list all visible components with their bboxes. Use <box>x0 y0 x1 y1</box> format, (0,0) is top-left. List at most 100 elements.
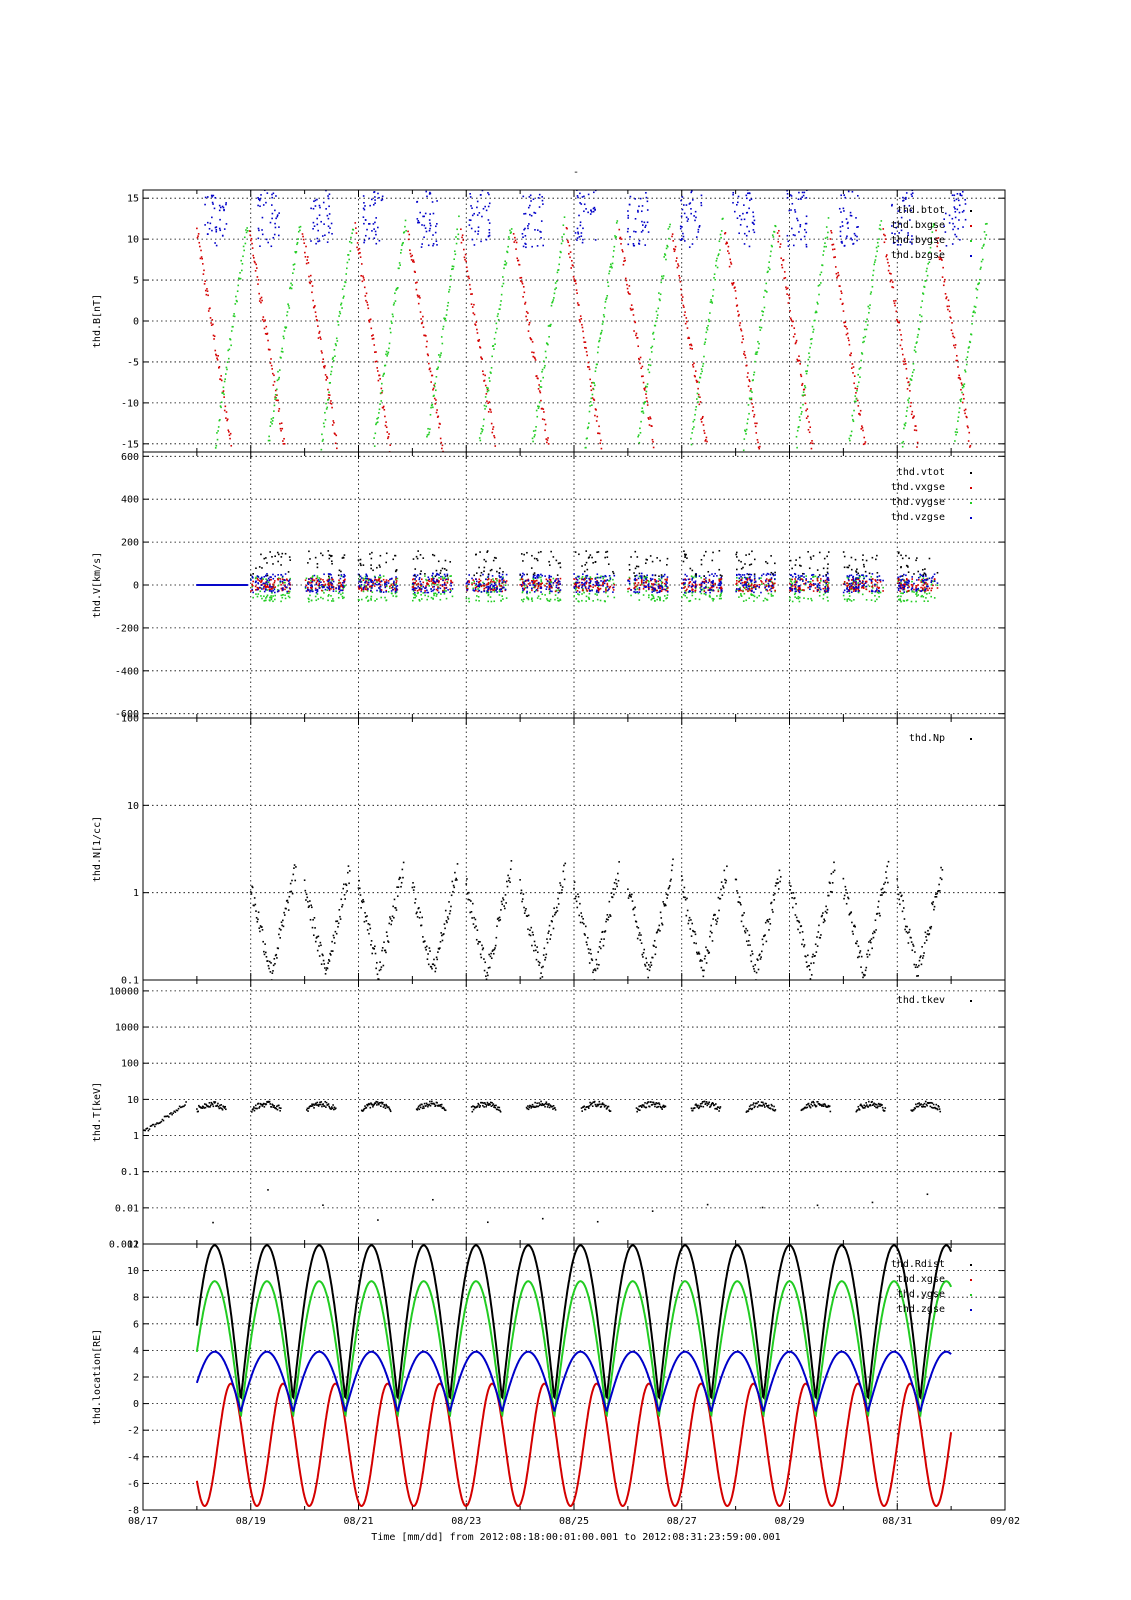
series-bz-point <box>375 233 377 236</box>
series-vx-point <box>770 585 773 588</box>
series-vy-point <box>559 599 562 601</box>
series-bx-point <box>673 250 676 253</box>
series-by-point <box>286 314 288 317</box>
series-by-point <box>438 360 441 363</box>
series-by-point <box>341 288 344 291</box>
series-bz-point <box>541 199 544 202</box>
series-vy-point <box>922 595 925 598</box>
series-vz-point <box>360 583 363 586</box>
series-bz-point <box>204 224 206 226</box>
series-vz-point <box>536 575 538 578</box>
series-by-point <box>960 398 963 400</box>
series-by-point <box>226 368 228 371</box>
series-vy-point <box>532 578 535 581</box>
series-bz-point <box>576 237 579 239</box>
series-vz-point <box>277 589 280 592</box>
series-bz-point <box>369 204 371 207</box>
series-bx-point <box>578 319 581 321</box>
series-bx-point <box>954 344 957 346</box>
series-vy-point <box>924 582 927 585</box>
series-by-point <box>293 263 296 265</box>
series-bz-point <box>732 193 734 196</box>
series-vx-point <box>536 589 539 592</box>
series-bx-point <box>421 321 424 324</box>
series-bz-point <box>208 227 211 230</box>
series-bx-point <box>229 432 232 435</box>
series-vx-point <box>922 588 924 591</box>
series-vx-point <box>707 589 710 592</box>
series-vy-point <box>337 592 340 595</box>
series-vx-point <box>432 581 434 584</box>
series-bx-point <box>376 370 379 372</box>
series-by-point <box>984 223 987 225</box>
series-bz-point <box>955 198 958 201</box>
series-vy-point <box>495 582 497 584</box>
series-by-point <box>593 384 596 387</box>
series-bx-point <box>588 366 590 368</box>
series-bx-point <box>890 279 893 281</box>
series-bx-point <box>264 332 267 335</box>
series-vy-point <box>905 582 907 584</box>
series-bz-point <box>364 219 367 221</box>
series-by-point <box>388 342 391 345</box>
series-bz-point <box>366 228 368 231</box>
series-vz-point <box>641 575 643 577</box>
series-by-point <box>971 322 973 325</box>
series-by-point <box>296 243 298 246</box>
series-bx-point <box>804 402 807 405</box>
series-by-point <box>601 329 603 332</box>
series-by-point <box>534 434 536 436</box>
series-bx-point <box>648 418 650 420</box>
series-by-point <box>507 245 509 248</box>
series-bz-point <box>527 225 529 227</box>
series-vx-point <box>628 587 631 590</box>
series-vz-point <box>538 575 540 577</box>
series-vz-point <box>472 589 475 591</box>
series-bx-point <box>784 276 787 279</box>
series-bx-point <box>893 302 896 305</box>
series-bx-point <box>893 300 895 302</box>
series-bz-point <box>593 206 596 209</box>
series-vz-point <box>342 575 345 578</box>
series-bx-point <box>593 399 596 401</box>
series-bx-point <box>680 294 683 296</box>
series-vz-point <box>335 587 337 590</box>
series-by-point <box>497 318 500 321</box>
series-vx-point <box>326 579 329 582</box>
series-vx-point <box>485 584 488 586</box>
series-bz-point <box>326 241 329 243</box>
series-vy-point <box>700 592 703 595</box>
series-vx-point <box>801 578 803 581</box>
series-vy-point <box>475 595 478 597</box>
series-vx-point <box>483 584 486 587</box>
series-vx-point <box>371 585 373 588</box>
series-vx-point <box>748 577 751 580</box>
series-vy-point <box>449 575 452 577</box>
series-bz-point <box>855 217 857 219</box>
series-vy-point <box>523 580 525 583</box>
series-vz-point <box>524 579 527 582</box>
series-bx-point <box>944 278 946 281</box>
series-by-point <box>981 258 984 261</box>
series-vy-point <box>435 595 438 597</box>
series-bz-point <box>259 245 261 248</box>
series-bx-point <box>257 283 259 285</box>
series-vy-point <box>281 596 284 599</box>
series-vz-point <box>551 590 553 593</box>
series-bx-point <box>469 288 472 290</box>
series-vy-point <box>273 587 276 589</box>
series-bz-point <box>838 207 841 210</box>
series-by-point <box>426 434 429 436</box>
series-vy-point <box>899 599 902 602</box>
series-vz-point <box>281 587 284 589</box>
series-vy-point <box>799 576 801 579</box>
series-by-point <box>352 228 355 231</box>
series-bx-point <box>225 411 228 413</box>
series-by-point <box>489 371 492 374</box>
series-bx-point <box>381 391 383 394</box>
series-vz-point <box>646 574 648 577</box>
series-bz-point <box>953 206 956 208</box>
series-by-point <box>871 279 873 281</box>
series-vx-point <box>257 579 259 581</box>
series-vy-point <box>602 577 605 580</box>
